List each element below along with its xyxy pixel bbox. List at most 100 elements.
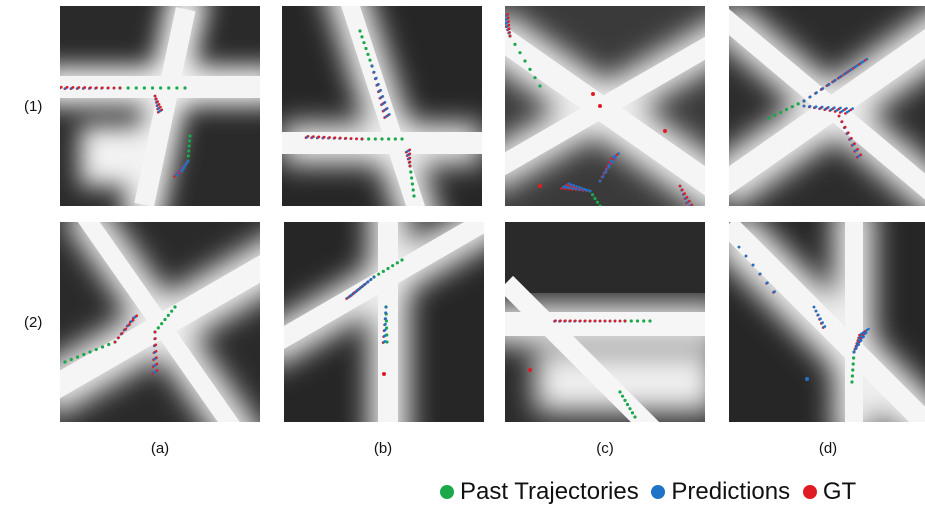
col-label-d: (d)	[818, 440, 838, 457]
trajectory-dot	[186, 154, 190, 158]
trajectory-dot	[333, 136, 337, 139]
trajectory-dot	[591, 92, 595, 96]
trajectory-dot	[629, 319, 633, 323]
trajectory-dot	[598, 319, 602, 323]
trajectory-dot	[71, 85, 75, 89]
trajectory-dot	[865, 57, 869, 61]
trajectory-dot	[821, 321, 825, 324]
trajectory-dot	[386, 266, 390, 271]
trajectory-dot	[175, 86, 179, 90]
trajectory-dot	[593, 319, 597, 323]
trajectory-dot	[155, 369, 159, 372]
trajectory-dot	[508, 31, 511, 34]
legend-past-dot	[440, 485, 454, 499]
trajectory-dot	[150, 86, 155, 90]
trajectory-dot	[355, 289, 359, 293]
trajectory-dot	[598, 179, 602, 183]
legend-pred-label: Predictions	[671, 478, 791, 505]
trajectory-dot	[360, 137, 364, 141]
legend-pred-dot	[651, 485, 666, 499]
trajectory-dot	[867, 327, 870, 331]
trajectory-dot	[387, 137, 391, 141]
trajectory-dot	[372, 70, 376, 74]
legend-gt: GT	[802, 478, 856, 506]
trajectory-dot	[400, 137, 404, 141]
trajectory-dot	[155, 362, 159, 366]
trajectory-dot	[408, 152, 412, 156]
trajectory-dot	[569, 183, 573, 186]
trajectory-dot	[312, 135, 315, 138]
trajectory-dot	[575, 185, 578, 188]
trajectory-dot	[358, 287, 362, 290]
trajectory-dot	[166, 313, 170, 317]
trajectory-dot	[635, 319, 640, 323]
trajectory-dot	[60, 85, 63, 89]
trajectory-dot	[381, 269, 385, 273]
trajectory-dot	[564, 319, 567, 322]
trajectory-dot	[154, 337, 157, 340]
trajectory-dot	[618, 319, 622, 323]
legend-past-label: Past Trajectories	[460, 478, 639, 505]
trajectory-dot	[381, 94, 385, 98]
trajectory-dot	[856, 147, 859, 151]
trajectory-dot	[350, 294, 353, 297]
trajectory-dot	[611, 161, 614, 165]
legend: Past Trajectories Predictions GT	[440, 478, 862, 506]
trajectory-dot	[614, 156, 617, 160]
trajectory-dot	[101, 86, 104, 90]
legend-past: Past Trajectories	[440, 478, 639, 506]
trajectory-dot	[593, 196, 597, 201]
trajectory-dot	[690, 203, 694, 206]
panel-1a	[60, 6, 260, 206]
trajectory-dot	[408, 148, 412, 152]
trajectory-dot	[851, 368, 855, 372]
trajectory-dot	[751, 263, 755, 267]
trajectory-dot	[385, 107, 389, 110]
trajectory-dot	[623, 319, 627, 323]
trajectory-dot	[744, 254, 748, 258]
trajectory-dot	[409, 170, 413, 174]
panel-2a	[60, 222, 260, 422]
panel-2d	[729, 222, 925, 422]
trajectory-dot	[153, 94, 157, 98]
trajectory-dot	[155, 356, 158, 359]
trajectory-dot	[408, 156, 412, 160]
trajectory-dot	[364, 282, 367, 286]
trajectory-dot	[188, 134, 192, 138]
trajectory-dot	[608, 319, 612, 323]
trajectory-dot	[815, 91, 818, 94]
trajectory-dot	[630, 411, 635, 415]
trajectory-dot	[367, 137, 371, 141]
trajectory-dot	[853, 66, 856, 69]
trajectory-dot	[598, 204, 602, 206]
trajectory-dot	[362, 41, 366, 45]
trajectory-dot	[809, 95, 812, 99]
trajectory-dot	[538, 184, 542, 188]
trajectory-dot	[814, 309, 818, 313]
trajectory-dot	[75, 355, 80, 359]
trajectory-dot	[156, 326, 160, 330]
trajectory-dot	[159, 86, 163, 90]
trajectory-dot	[613, 319, 617, 323]
trajectory-dot	[817, 313, 820, 317]
trajectory-dot	[802, 99, 806, 103]
trajectory-dot	[120, 331, 124, 335]
trajectory-dot	[77, 86, 81, 89]
trajectory-dot	[160, 108, 164, 112]
trajectory-dot	[187, 149, 191, 153]
trajectory-dot	[814, 105, 818, 108]
trajectory-dot	[118, 86, 122, 90]
trajectory-dot	[846, 70, 850, 73]
trajectory-dot	[153, 330, 157, 334]
trajectory-dot	[507, 20, 510, 23]
trajectory-dot	[823, 325, 827, 328]
trajectory-dot	[663, 129, 667, 133]
trajectory-dot	[850, 374, 854, 378]
trajectory-dot	[820, 105, 824, 109]
trajectory-dot	[372, 275, 376, 279]
trajectory-dot	[369, 278, 373, 281]
trajectory-dot	[805, 377, 809, 381]
trajectory-dot	[569, 319, 572, 323]
trajectory-dot	[819, 317, 822, 320]
trajectory-dot	[839, 106, 842, 110]
